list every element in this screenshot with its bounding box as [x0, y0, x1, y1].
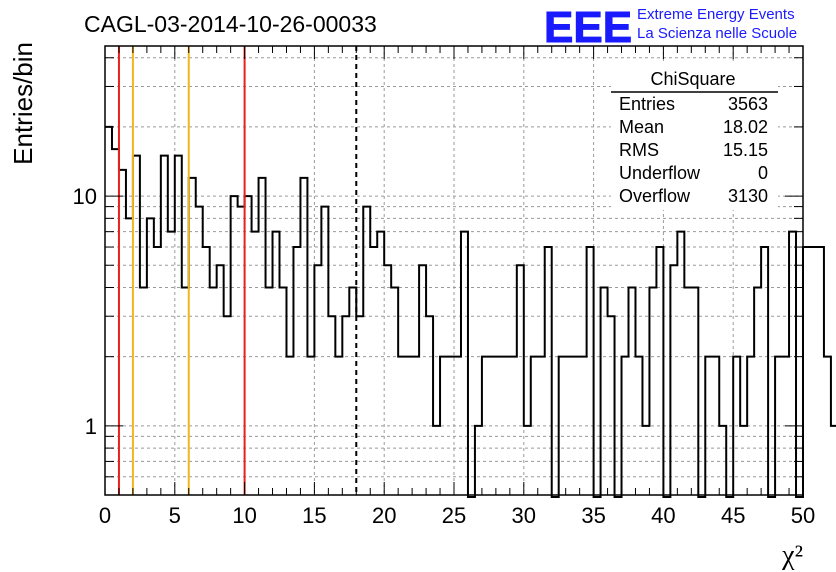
x-tick-label: 50: [791, 503, 815, 528]
x-tick-label: 15: [302, 503, 326, 528]
x-tick-label: 25: [442, 503, 466, 528]
y-axis-label: Entries/bin: [8, 42, 38, 165]
logo-line1: Extreme Energy Events: [637, 6, 795, 23]
x-tick-label: 35: [581, 503, 605, 528]
y-tick-label: 1: [85, 414, 97, 439]
x-tick-label: 20: [372, 503, 396, 528]
histogram-line: [105, 125, 836, 498]
x-tick-label: 30: [512, 503, 536, 528]
x-tick-label: 40: [651, 503, 675, 528]
stats-box: ChiSquare Entries 3563 Mean 18.02 RMS 15.15 Un…: [611, 62, 778, 210]
stats-name: ChiSquare: [650, 69, 735, 89]
stats-row-label: Mean: [619, 117, 664, 137]
stats-box-bg: [611, 62, 778, 210]
stats-row-value: 0: [758, 163, 768, 183]
stats-rows: Entries 3563 Mean 18.02 RMS 15.15 Underflow 0 Ov…: [619, 94, 768, 206]
stats-row-label: RMS: [619, 140, 659, 160]
x-tick-label: 10: [232, 503, 256, 528]
x-tick-label: 0: [99, 503, 111, 528]
y-tick-label: 10: [73, 184, 97, 209]
x-tick-label: 45: [721, 503, 745, 528]
x-axis-label: χ²: [781, 540, 803, 571]
vertical-lines-layer: [117, 46, 358, 495]
logo-line2: La Scienza nelle Scuole: [637, 25, 797, 42]
histogram-layer: [105, 125, 836, 498]
logo-text: EEE: [544, 3, 632, 52]
stats-row-value: 18.02: [723, 117, 768, 137]
stats-row-value: 3563: [728, 94, 768, 114]
chart-title: CAGL-03-2014-10-26-00033: [84, 11, 377, 37]
x-tick-label: 5: [169, 503, 181, 528]
stats-row-label: Underflow: [619, 163, 701, 183]
stats-row-label: Entries: [619, 94, 675, 114]
stats-row-label: Overflow: [619, 186, 691, 206]
stats-row-value: 3130: [728, 186, 768, 206]
eee-logo: EEE Extreme Energy Events La Scienza nel…: [544, 3, 798, 53]
axis-layer: 0 5 10 15 20 25 30 35 40 45 50 1 10: [73, 45, 815, 528]
stats-row-value: 15.15: [723, 140, 768, 160]
